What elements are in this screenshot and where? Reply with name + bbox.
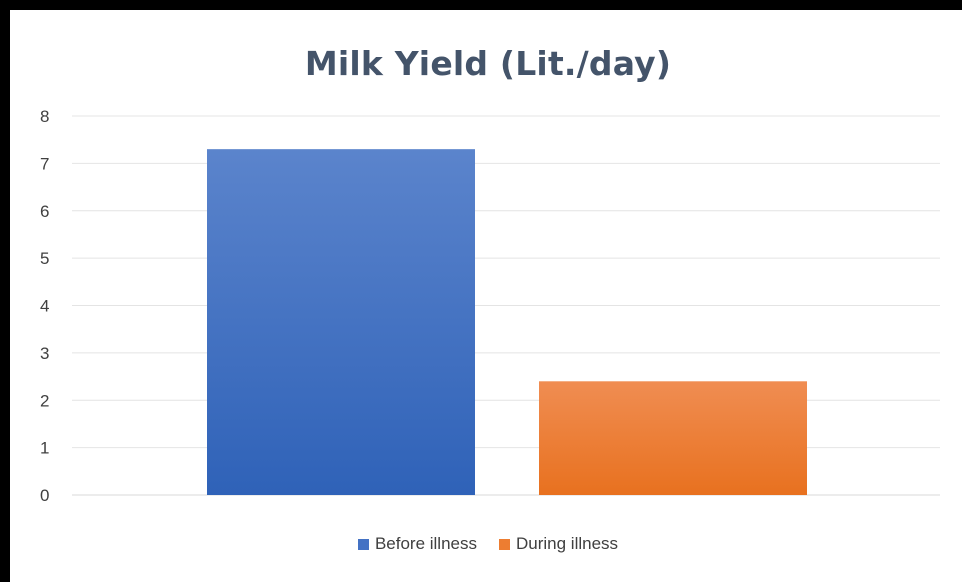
- y-tick-label: 4: [40, 297, 49, 316]
- plot-area: 0 1 2 3 4 5 6 7 8: [40, 107, 940, 505]
- y-tick-label: 8: [40, 107, 49, 126]
- legend-swatch: [357, 538, 369, 550]
- chart-frame: Milk Yield (Lit./day) 0 1 2 3 4 5 6 7 8 Before i…: [10, 10, 962, 582]
- legend-item: During illness: [499, 534, 618, 554]
- y-tick-label: 7: [40, 154, 49, 173]
- bars: [207, 149, 807, 495]
- y-tick-label: 2: [40, 391, 49, 410]
- y-tick-label: 3: [40, 344, 49, 363]
- y-tick-label: 1: [40, 439, 49, 458]
- bar-during-illness: [539, 381, 807, 495]
- legend-item: Before illness: [357, 534, 477, 554]
- gridlines: [72, 115, 940, 496]
- bar-before-illness: [207, 149, 475, 495]
- legend-swatch: [499, 538, 510, 550]
- legend-label: During illness: [516, 534, 619, 553]
- legend: Before illness During illness: [10, 534, 962, 554]
- chart-title: Milk Yield (Lit./day): [304, 44, 672, 83]
- y-axis-ticks: 0 1 2 3 4 5 6 7 8: [40, 107, 49, 505]
- y-tick-label: 6: [40, 202, 49, 221]
- y-tick-label: 0: [40, 486, 49, 505]
- y-tick-label: 5: [40, 249, 49, 268]
- legend-label: Before illness: [374, 534, 477, 553]
